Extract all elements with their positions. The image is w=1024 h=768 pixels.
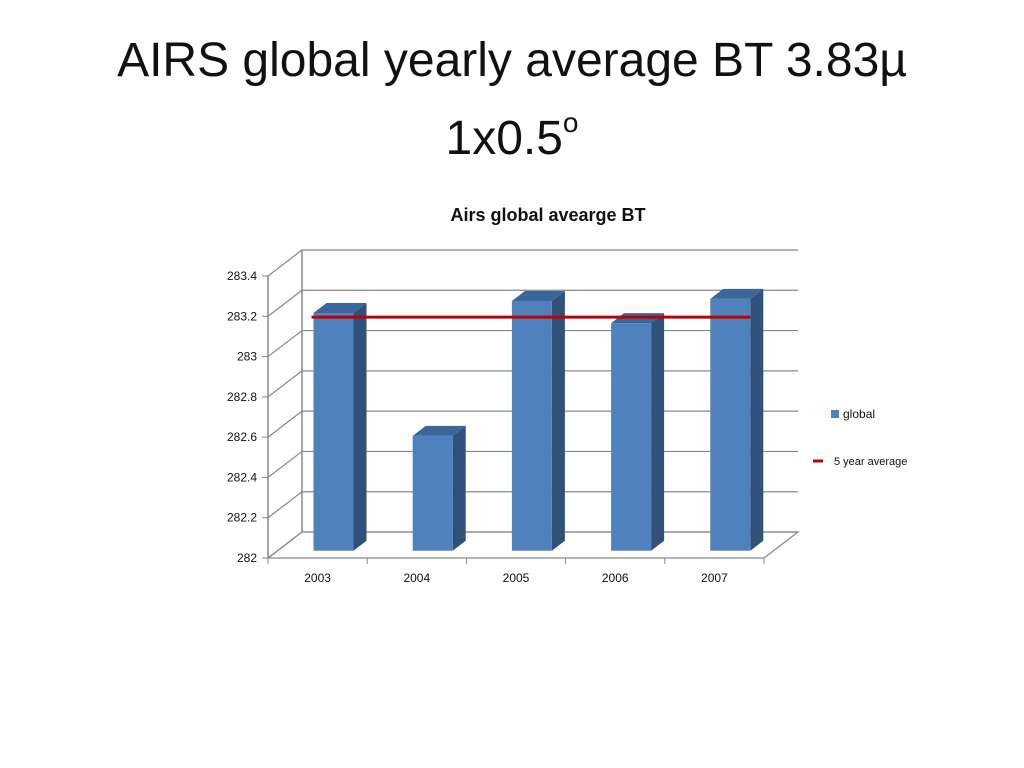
slide-title: AIRS global yearly average BT 3.83µ 1x0.…	[40, 30, 984, 170]
chart-floor	[266, 531, 800, 559]
bar-side-face	[452, 425, 466, 551]
gridline-side	[267, 249, 303, 277]
axes: 282 282.2 282.4 282.6 282.8 283 283.2 283.4 2003…	[227, 269, 765, 585]
y-tick-label: 283	[237, 350, 257, 364]
bar-top-face	[313, 303, 367, 314]
bar-front-face	[313, 313, 354, 551]
bar-top-face	[710, 288, 764, 299]
y-tick-label: 283.2	[227, 309, 257, 323]
bars	[313, 288, 764, 551]
legend-swatch-global	[831, 410, 839, 418]
x-tick-label: 2003	[304, 571, 331, 585]
bar-top-face	[412, 425, 466, 436]
y-tick-label: 282.2	[227, 511, 257, 525]
bar	[313, 303, 367, 551]
gridline-side	[267, 370, 303, 398]
gridline-side	[267, 491, 303, 519]
bar	[511, 290, 565, 551]
bar-side-face	[750, 288, 764, 551]
y-tick-label: 283.4	[227, 269, 257, 283]
legend: global 5 year average	[813, 407, 907, 468]
slide-title-line-2: 1x0.5o	[40, 92, 984, 170]
gridline-side	[267, 410, 303, 438]
bar-side-face	[551, 290, 565, 551]
bar-top-face	[511, 290, 565, 301]
slide-title-line-2-text: 1x0.5	[445, 112, 563, 165]
y-tick-label: 282.8	[227, 390, 257, 404]
gridline-side	[267, 289, 303, 317]
bar	[710, 288, 764, 551]
y-tick-label: 282.4	[227, 470, 257, 484]
x-tick-label: 2007	[701, 571, 728, 585]
bar-side-face	[651, 313, 665, 551]
bar-front-face	[511, 300, 552, 551]
bar-side-face	[353, 303, 367, 551]
bar	[611, 313, 665, 551]
legend-label-average: 5 year average	[834, 456, 907, 468]
x-tick-label: 2006	[602, 571, 629, 585]
slide-title-line-1: AIRS global yearly average BT 3.83µ	[117, 34, 907, 87]
bar-front-face	[611, 323, 652, 551]
chart-title: Airs global avearge BT	[450, 205, 645, 225]
y-tick-label: 282.6	[227, 430, 257, 444]
bar	[412, 425, 466, 551]
gridline-side	[267, 330, 303, 358]
bar-front-face	[710, 298, 751, 551]
x-tick-label: 2004	[403, 571, 430, 585]
degree-superscript: o	[562, 107, 579, 138]
legend-label-global: global	[843, 407, 875, 421]
gridline-side	[267, 450, 303, 478]
bar-front-face	[412, 435, 453, 551]
x-tick-label: 2005	[503, 571, 530, 585]
y-tick-label: 282	[237, 551, 257, 565]
